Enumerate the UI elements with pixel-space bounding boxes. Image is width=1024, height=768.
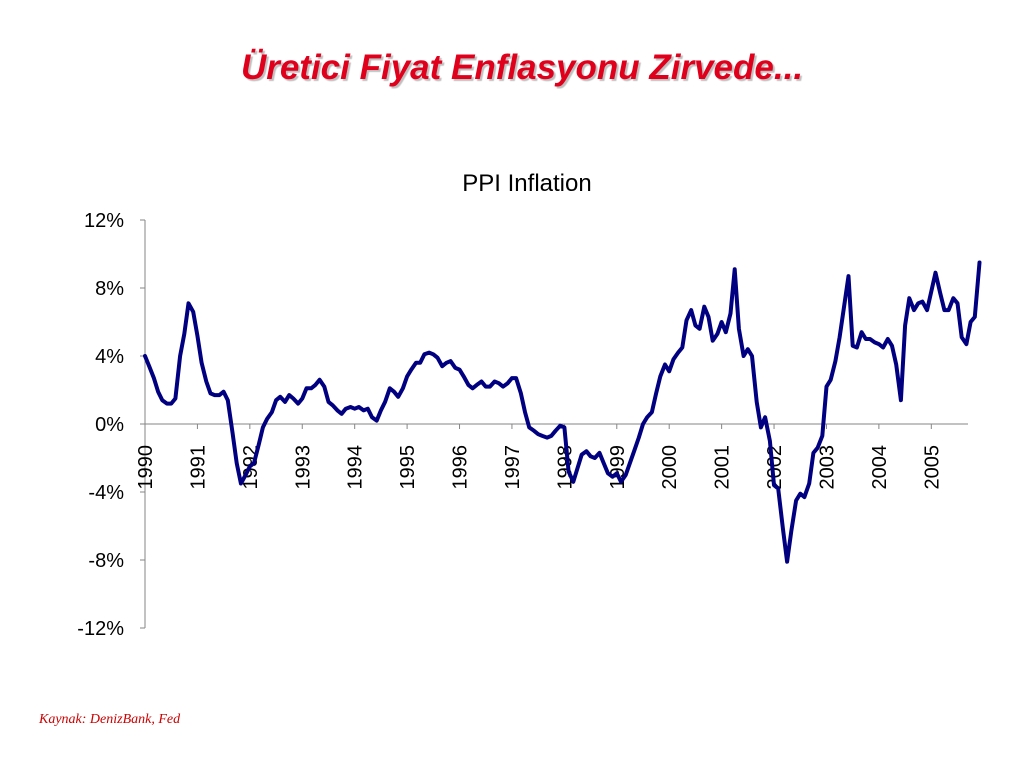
y-tick-label: 8% [95,278,124,300]
axes: 12%8%4%0%-4%-8%-12%1990 1991 1992 1993 1994 1… [77,210,968,640]
y-tick-label: 4% [95,346,124,368]
x-tick-label: 2005 [921,445,943,490]
x-tick-label: 2000 [659,445,681,490]
x-tick-label: 1993 [292,445,314,490]
slide-title: Üretici Fiyat Enflasyonu Zirvede... [240,48,804,87]
x-tick-label: 1995 [397,445,419,490]
y-tick-label: -12% [77,618,124,640]
x-tick-label: 2004 [869,445,891,490]
y-tick-label: -4% [88,482,124,504]
y-tick-label: 12% [84,210,124,232]
y-tick-label: -8% [88,550,124,572]
x-tick-label: 1990 [135,445,157,490]
x-tick-label: 1997 [502,445,524,490]
x-tick-label: 2003 [816,445,838,490]
x-tick-label: 2001 [712,445,734,490]
chart-title: PPI Inflation [462,170,591,197]
source-note: Kaynak: DenizBank, Fed [39,712,181,727]
x-tick-label: 1996 [450,445,472,490]
series-layer [143,260,982,564]
x-tick-label: 1999 [607,445,629,490]
series-line [143,260,982,564]
x-tick-label: 1991 [187,445,209,490]
x-tick-label: 1994 [345,445,367,490]
y-tick-label: 0% [95,414,124,436]
